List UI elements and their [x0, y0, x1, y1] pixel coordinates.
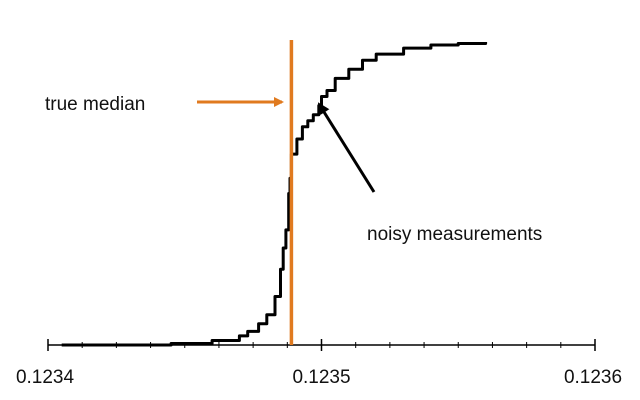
x-tick-label: 0.1235	[292, 367, 350, 388]
x-tick-label: 0.1236	[564, 367, 622, 388]
annotation-group: true median noisy measurements	[45, 94, 542, 245]
annotation-true-median-label: true median	[45, 94, 145, 115]
x-tick-label: 0.1234	[16, 367, 75, 388]
annotation-noisy-measurements-label: noisy measurements	[367, 224, 542, 245]
annotation-noisy-measurements-arrow	[317, 102, 376, 193]
x-axis: 0.1234 0.1235 0.1236	[16, 339, 622, 388]
series-line-0	[61, 42, 488, 347]
series-group	[61, 41, 488, 347]
